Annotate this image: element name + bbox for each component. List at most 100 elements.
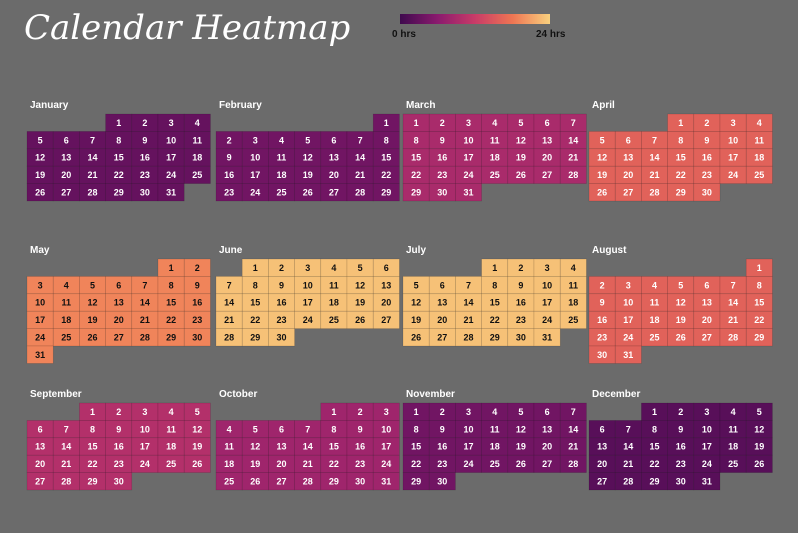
day-label-may-22: 22: [166, 315, 176, 325]
day-label-november-11: 11: [490, 424, 500, 434]
day-label-december-23: 23: [676, 459, 686, 469]
day-label-august-1: 1: [757, 263, 762, 273]
day-label-april-3: 3: [731, 118, 736, 128]
day-label-march-3: 3: [466, 118, 471, 128]
day-cell-march-31: [455, 183, 482, 202]
day-label-january-5: 5: [38, 135, 43, 145]
day-label-march-8: 8: [414, 135, 419, 145]
day-label-october-26: 26: [250, 477, 260, 487]
day-label-may-14: 14: [140, 298, 150, 308]
day-label-march-25: 25: [490, 170, 500, 180]
day-label-november-2: 2: [440, 407, 445, 417]
day-label-april-2: 2: [704, 118, 709, 128]
day-label-july-14: 14: [463, 298, 473, 308]
day-cell-september-30: [105, 472, 133, 491]
day-label-december-18: 18: [728, 442, 738, 452]
day-label-may-9: 9: [195, 280, 200, 290]
day-label-june-25: 25: [329, 315, 339, 325]
day-label-january-26: 26: [35, 188, 45, 198]
day-label-june-9: 9: [279, 280, 284, 290]
day-label-june-29: 29: [250, 333, 260, 343]
day-label-may-25: 25: [61, 333, 71, 343]
day-label-january-17: 17: [166, 153, 176, 163]
day-label-december-30: 30: [676, 477, 686, 487]
day-label-july-5: 5: [414, 280, 419, 290]
day-label-november-1: 1: [414, 407, 419, 417]
day-label-october-3: 3: [384, 407, 389, 417]
day-label-july-6: 6: [440, 280, 445, 290]
day-label-november-28: 28: [568, 459, 578, 469]
day-label-september-27: 27: [35, 477, 45, 487]
day-label-august-26: 26: [676, 333, 686, 343]
day-label-march-24: 24: [463, 170, 473, 180]
month-label-september: September: [30, 389, 82, 400]
day-label-november-15: 15: [411, 442, 421, 452]
day-label-april-29: 29: [676, 188, 686, 198]
day-label-february-16: 16: [224, 170, 234, 180]
day-label-september-12: 12: [192, 424, 202, 434]
day-label-september-5: 5: [195, 407, 200, 417]
day-cell-march-28: [559, 165, 587, 184]
day-label-july-3: 3: [545, 263, 550, 273]
day-label-december-8: 8: [652, 424, 657, 434]
day-label-january-29: 29: [114, 188, 124, 198]
day-label-may-12: 12: [87, 298, 97, 308]
day-label-february-18: 18: [276, 170, 286, 180]
day-label-july-29: 29: [490, 333, 500, 343]
day-label-november-13: 13: [542, 424, 552, 434]
chart-title: Calendar Heatmap: [24, 8, 351, 48]
day-label-september-14: 14: [61, 442, 71, 452]
day-label-september-30: 30: [114, 477, 124, 487]
day-label-may-5: 5: [90, 280, 95, 290]
day-label-january-30: 30: [140, 188, 150, 198]
day-label-december-29: 29: [649, 477, 659, 487]
day-label-february-8: 8: [384, 135, 389, 145]
day-label-september-28: 28: [61, 477, 71, 487]
day-label-december-21: 21: [623, 459, 633, 469]
day-label-december-25: 25: [728, 459, 738, 469]
day-label-february-4: 4: [279, 135, 284, 145]
day-label-april-1: 1: [678, 118, 683, 128]
day-label-october-1: 1: [331, 407, 336, 417]
day-label-february-28: 28: [355, 188, 365, 198]
day-label-may-1: 1: [169, 263, 174, 273]
day-label-april-25: 25: [754, 170, 764, 180]
day-label-july-10: 10: [542, 280, 552, 290]
day-label-january-18: 18: [192, 153, 202, 163]
day-label-july-22: 22: [490, 315, 500, 325]
day-label-april-8: 8: [678, 135, 683, 145]
day-label-june-19: 19: [355, 298, 365, 308]
day-label-may-11: 11: [62, 298, 72, 308]
day-label-june-18: 18: [329, 298, 339, 308]
day-cell-december-26: [745, 454, 773, 473]
day-label-september-7: 7: [64, 424, 69, 434]
day-label-january-12: 12: [35, 153, 45, 163]
day-label-october-8: 8: [331, 424, 336, 434]
day-label-march-20: 20: [542, 153, 552, 163]
day-label-november-30: 30: [437, 477, 447, 487]
day-label-august-22: 22: [754, 315, 764, 325]
day-label-october-11: 11: [224, 442, 234, 452]
day-label-july-27: 27: [437, 333, 447, 343]
day-label-october-31: 31: [381, 477, 391, 487]
day-label-march-2: 2: [440, 118, 445, 128]
day-cell-august-15: [745, 293, 773, 312]
day-label-may-19: 19: [87, 315, 97, 325]
day-label-august-23: 23: [597, 333, 607, 343]
day-label-november-27: 27: [542, 459, 552, 469]
day-label-february-15: 15: [381, 153, 391, 163]
day-label-april-9: 9: [704, 135, 709, 145]
day-label-august-2: 2: [600, 280, 605, 290]
day-label-may-18: 18: [61, 315, 71, 325]
day-label-january-6: 6: [64, 135, 69, 145]
day-label-february-12: 12: [303, 153, 313, 163]
day-label-march-7: 7: [571, 118, 576, 128]
day-label-june-6: 6: [384, 263, 389, 273]
day-label-july-26: 26: [411, 333, 421, 343]
day-label-june-8: 8: [253, 280, 258, 290]
day-label-march-22: 22: [411, 170, 421, 180]
day-label-november-17: 17: [463, 442, 473, 452]
day-label-september-26: 26: [192, 459, 202, 469]
day-label-april-13: 13: [623, 153, 633, 163]
